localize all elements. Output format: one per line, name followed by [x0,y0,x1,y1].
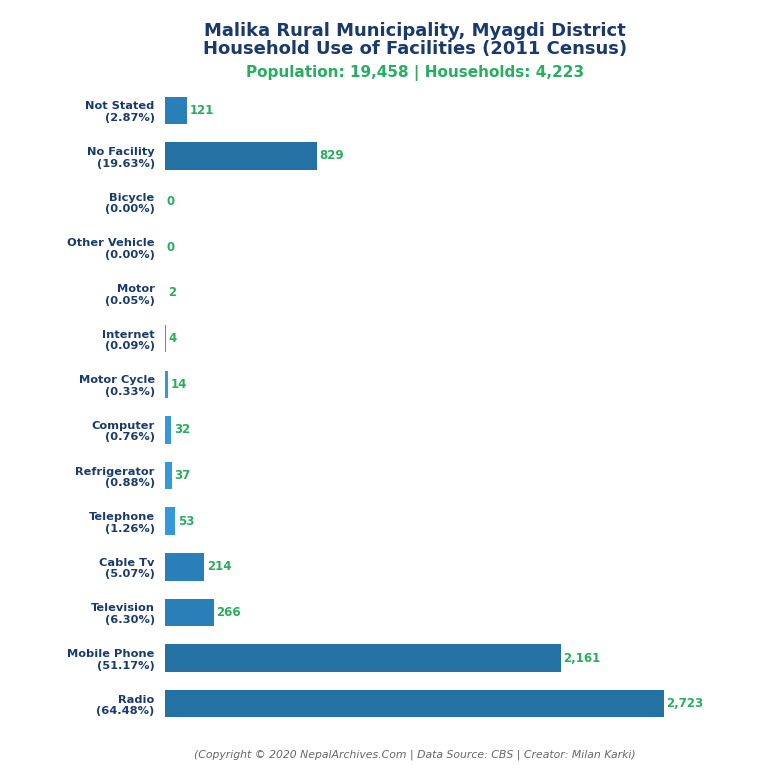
Text: 2,723: 2,723 [667,697,703,710]
Bar [165,416,171,444]
Text: (Copyright © 2020 NepalArchives.Com | Data Source: CBS | Creator: Milan Karki): (Copyright © 2020 NepalArchives.Com | Da… [194,750,636,760]
Bar [165,142,317,170]
Bar [165,462,172,489]
Text: 121: 121 [190,104,214,117]
Bar [165,644,561,672]
Text: 53: 53 [177,515,194,528]
Text: 14: 14 [170,378,187,391]
Bar [165,370,167,398]
Text: 266: 266 [217,606,241,619]
Text: 214: 214 [207,561,231,574]
Text: 32: 32 [174,423,190,436]
Text: 2: 2 [168,286,177,300]
Text: Household Use of Facilities (2011 Census): Household Use of Facilities (2011 Census… [203,40,627,58]
Text: Malika Rural Municipality, Myagdi District: Malika Rural Municipality, Myagdi Distri… [204,22,626,39]
Text: 0: 0 [167,195,174,208]
Bar [165,690,664,717]
Bar [165,508,175,535]
Text: 37: 37 [174,469,191,482]
Text: 0: 0 [167,240,174,253]
Text: 829: 829 [319,150,344,163]
Text: Population: 19,458 | Households: 4,223: Population: 19,458 | Households: 4,223 [246,65,584,81]
Bar [165,553,204,581]
Bar [165,599,214,626]
Text: 2,161: 2,161 [564,651,601,664]
Text: 4: 4 [169,332,177,345]
Bar [165,97,187,124]
